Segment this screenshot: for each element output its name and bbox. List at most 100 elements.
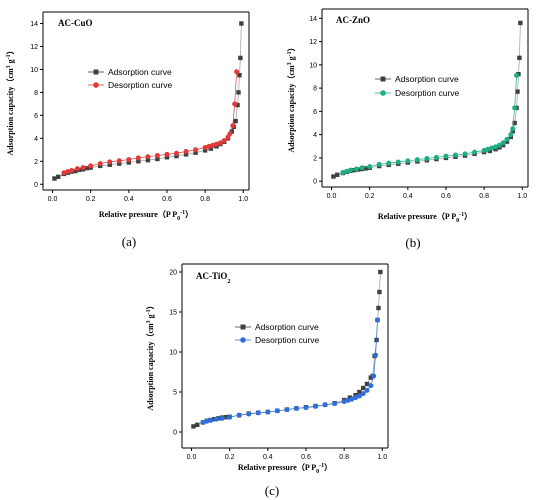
adsorption-point <box>236 90 241 95</box>
desorption-point <box>255 410 261 416</box>
desorption-line <box>342 75 517 173</box>
desorption-point <box>504 136 510 142</box>
y-tick-label: 2 <box>313 155 317 162</box>
desorption-point <box>145 154 151 160</box>
adsorption-point <box>235 102 240 108</box>
panel-a-caption: (a) <box>122 234 136 249</box>
desorption-point <box>313 403 319 409</box>
adsorption-point <box>361 385 366 391</box>
y-tick-label: 15 <box>169 310 177 317</box>
panel-c-title: AC-TiO2 <box>196 271 231 285</box>
desorption-point <box>360 391 366 397</box>
x-tick-label: 0.6 <box>162 196 172 203</box>
adsorption-line <box>193 271 381 427</box>
y-tick-label: 6 <box>34 113 38 120</box>
x-tick-label: 0.2 <box>225 454 235 461</box>
desorption-point <box>371 373 377 379</box>
adsorption-point <box>377 289 382 295</box>
desorption-point <box>234 69 240 75</box>
desorption-point <box>485 146 491 152</box>
adsorption-point <box>378 269 383 275</box>
panel-b-x-ticks: 0.0 0.2 0.4 0.6 0.8 1.0 <box>327 187 527 200</box>
adsorption-point <box>233 118 238 124</box>
desorption-point <box>364 387 370 393</box>
desorption-point <box>236 412 242 418</box>
adsorption-point <box>331 174 336 179</box>
desorption-point <box>206 143 212 149</box>
adsorption-point <box>517 55 522 61</box>
desorption-point <box>472 149 478 155</box>
adsorption-point <box>191 424 196 429</box>
desorption-point <box>232 101 238 107</box>
panel-c-x-ticks: 0.0 0.2 0.4 0.6 0.8 1.0 <box>187 448 387 461</box>
desorption-point <box>344 168 350 174</box>
x-tick-label: 0.2 <box>86 196 96 203</box>
desorption-point <box>359 165 365 171</box>
y-tick-label: 8 <box>34 90 38 97</box>
panel-c-y-label: Adsorption capacity（cm3 g-1） <box>145 301 155 410</box>
panel-b-legend-desorption-label: Desorption curve <box>395 88 460 98</box>
panel-a-x-label: Relative pressure（P P0-1） <box>99 209 193 222</box>
desorption-point <box>489 145 495 151</box>
adsorption-point <box>335 172 340 177</box>
panel-b-x-label: Relative pressure（P P0-1） <box>378 211 472 224</box>
desorption-point <box>376 161 382 167</box>
panel-b-legend-adsorption-marker <box>380 76 386 82</box>
adsorption-point <box>193 150 198 155</box>
desorption-point <box>375 317 381 323</box>
y-tick-label: 8 <box>313 86 317 93</box>
desorption-point <box>514 72 520 78</box>
panel-a-title: AC-CuO <box>58 18 93 28</box>
adsorption-point <box>239 21 244 26</box>
adsorption-point <box>229 129 235 134</box>
y-tick-label: 0 <box>173 430 177 437</box>
x-tick-label: 0.2 <box>365 193 375 200</box>
desorption-point <box>97 161 103 167</box>
panel-c-legend-adsorption-marker <box>240 324 246 330</box>
desorption-point <box>332 401 338 407</box>
panel-a-legend-adsorption-label: Adsorption curve <box>108 67 172 77</box>
adsorption-point <box>515 89 520 94</box>
desorption-point <box>246 411 252 417</box>
y-tick-label: 10 <box>30 67 38 74</box>
desorption-point <box>116 158 122 164</box>
adsorption-point <box>107 162 112 167</box>
adsorption-point <box>237 72 242 78</box>
desorption-point <box>496 142 502 148</box>
y-tick-label: 2 <box>34 159 38 166</box>
desorption-point <box>368 383 374 389</box>
y-tick-label: 10 <box>169 350 177 357</box>
desorption-point <box>88 163 94 169</box>
x-tick-label: 0.0 <box>327 193 337 200</box>
desorption-point <box>353 395 359 401</box>
y-tick-label: 10 <box>309 62 317 69</box>
desorption-point <box>405 158 411 164</box>
y-tick-label: 4 <box>34 136 38 143</box>
adsorption-point <box>84 165 90 171</box>
panel-a-legend: Adsorption curve Desorption curve <box>88 67 173 90</box>
y-tick-label: 12 <box>309 39 317 46</box>
desorption-point <box>227 414 233 420</box>
adsorption-point <box>52 176 57 181</box>
adsorption-point <box>357 389 362 395</box>
desorption-point <box>322 402 328 408</box>
x-tick-label: 0.8 <box>339 454 349 461</box>
desorption-point <box>219 415 225 421</box>
panel-c-x-label: Relative pressure（P P0-1） <box>238 462 332 475</box>
panel-a-y-ticks: 0 2 4 6 8 10 12 14 <box>30 21 43 189</box>
adsorption-point <box>164 155 170 160</box>
desorption-point <box>274 408 280 414</box>
x-tick-label: 0.4 <box>403 193 413 200</box>
adsorption-point <box>223 415 229 420</box>
desorption-point <box>414 157 420 163</box>
panel-b-y-ticks: 0 2 4 6 8 10 12 14 <box>309 16 322 186</box>
y-tick-label: 12 <box>30 44 38 51</box>
panel-c-legend-adsorption-label: Adsorption curve <box>255 322 319 332</box>
desorption-point <box>395 159 401 165</box>
desorption-point <box>293 405 299 411</box>
desorption-point <box>481 147 487 153</box>
x-tick-label: 0.6 <box>301 454 311 461</box>
panel-b: 0.0 0.2 0.4 0.6 0.8 1.0 0 2 4 6 8 10 12 14 AC-ZnO Ad… <box>286 8 529 250</box>
desorption-point <box>65 169 71 175</box>
